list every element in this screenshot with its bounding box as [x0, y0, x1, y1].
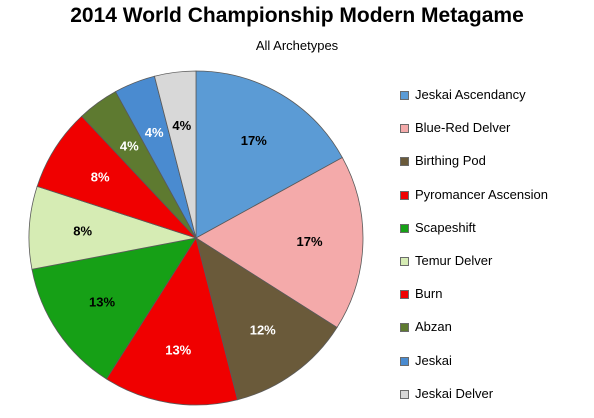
chart-title: 2014 World Championship Modern Metagame: [70, 4, 524, 27]
slice-data-label: 17%: [241, 133, 267, 148]
chart-subtitle: All Archetypes: [255, 38, 339, 53]
legend-swatch: [400, 91, 409, 100]
slice-data-label: 4%: [172, 118, 191, 133]
pie-slice: [195, 157, 364, 329]
legend-swatch: [400, 290, 409, 300]
legend-label: Birthing Pod: [415, 153, 486, 169]
pie-slice: [31, 237, 197, 380]
pie-slice: [153, 70, 197, 239]
legend-label: Abzan: [415, 319, 452, 335]
legend-swatch: [400, 157, 409, 167]
legend-swatch: [400, 356, 409, 366]
legend-swatch: [400, 256, 409, 266]
legend-label: Pyromancer Ascension: [415, 186, 548, 202]
legend-swatch: [400, 389, 409, 399]
pie-slice: [105, 237, 239, 406]
legend-label: Jeskai Delver: [415, 385, 494, 401]
slice-data-label: 8%: [91, 170, 110, 185]
legend-swatch: [400, 223, 409, 233]
slice-data-label: 13%: [89, 294, 115, 309]
legend-label: Jeskai Ascendancy: [415, 87, 526, 102]
slice-data-label: 12%: [250, 322, 276, 337]
legend-swatch: [400, 124, 409, 134]
legend-label: Jeskai: [415, 352, 452, 368]
legend-label: Temur Delver: [415, 252, 493, 268]
slice-data-label: 4%: [120, 139, 139, 154]
legend-label: Blue-Red Delver: [415, 120, 511, 136]
legend-label: Burn: [415, 286, 443, 302]
legend-label: Scapeshift: [415, 219, 476, 235]
slice-data-label: 13%: [165, 343, 191, 358]
slice-data-label: 8%: [73, 223, 92, 238]
pie-slice: [195, 70, 343, 239]
legend-swatch: [400, 190, 409, 200]
pie-slice: [195, 237, 338, 401]
slice-data-label: 17%: [296, 234, 322, 249]
legend-swatch: [400, 323, 409, 333]
slice-data-label: 4%: [145, 125, 164, 140]
